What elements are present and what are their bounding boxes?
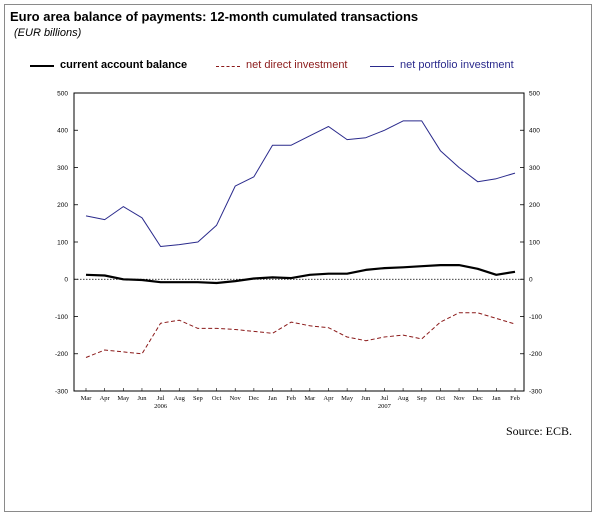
plot-area — [73, 92, 525, 392]
x-tick-label: Nov — [453, 395, 465, 402]
x-tick-label: Oct — [212, 395, 222, 402]
x-tick-label: Jul — [157, 395, 165, 402]
x-tick-label: Jan — [268, 395, 277, 402]
legend-swatch-direct-investment — [216, 66, 240, 67]
legend-swatch-current-account — [30, 65, 54, 67]
y-tick-label-left: -300 — [55, 388, 68, 395]
series-line-current-account — [85, 264, 516, 285]
x-tick-label: Jul — [381, 395, 389, 402]
legend-label-direct-investment: net direct investment — [246, 59, 348, 71]
x-tick-label: Apr — [100, 395, 111, 402]
series-lines — [85, 120, 516, 358]
y-tick-label-left: -200 — [55, 351, 68, 358]
x-year-label: 2006 — [154, 403, 168, 410]
y-tick-label-right: -300 — [529, 388, 542, 395]
x-tick-label: Aug — [397, 395, 409, 402]
y-tick-label-left: 300 — [57, 165, 68, 172]
x-tick-label: May — [341, 395, 354, 402]
x-tick-label: Nov — [230, 395, 242, 402]
x-tick-label: Aug — [174, 395, 186, 402]
legend-label-portfolio-investment: net portfolio investment — [400, 59, 514, 71]
y-tick-label-left: 400 — [57, 128, 68, 135]
y-axis-ticks: 500 500 400 400 300 300 200 200 100 100 0 0 -100 -100… — [55, 90, 542, 395]
chart-subtitle: (EUR billions) — [14, 27, 82, 39]
legend-label-current-account: current account balance — [60, 59, 188, 71]
x-tick-label: Sep — [193, 395, 203, 402]
y-tick-label-right: -100 — [529, 314, 542, 321]
y-tick-label-right: 300 — [529, 165, 540, 172]
y-tick-label-left: 500 — [57, 90, 68, 97]
x-tick-label: Jun — [361, 395, 371, 402]
chart-frame — [4, 4, 592, 512]
x-tick-label: Feb — [510, 395, 520, 402]
legend-swatch-portfolio-investment — [370, 66, 394, 67]
y-tick-label-right: -200 — [529, 351, 542, 358]
x-axis-ticks: Mar Apr May Jun Jul Aug Sep Oct Nov Dec Jan Feb Mar A… — [81, 388, 520, 410]
series-line-direct-investment — [85, 312, 516, 358]
x-tick-label: Sep — [417, 395, 427, 402]
x-tick-label: May — [117, 395, 130, 402]
series-line-portfolio-investment — [85, 120, 516, 247]
x-tick-label: Jun — [137, 395, 147, 402]
source-note: Source: ECB. — [506, 424, 572, 438]
y-tick-label-left: 200 — [57, 202, 68, 209]
x-tick-label: Dec — [472, 395, 483, 402]
chart-title: Euro area balance of payments: 12-month … — [10, 9, 419, 24]
y-tick-label-left: -100 — [55, 314, 68, 321]
x-year-label: 2007 — [378, 403, 392, 410]
y-tick-label-right: 100 — [529, 239, 540, 246]
x-tick-label: Jan — [492, 395, 501, 402]
x-tick-label: Mar — [304, 395, 316, 402]
x-tick-label: Apr — [323, 395, 334, 402]
y-tick-label-right: 200 — [529, 202, 540, 209]
x-tick-label: Mar — [81, 395, 93, 402]
y-tick-label-left: 0 — [64, 277, 68, 284]
x-tick-label: Dec — [249, 395, 260, 402]
x-tick-label: Feb — [286, 395, 296, 402]
x-tick-label: Oct — [436, 395, 446, 402]
y-tick-label-right: 400 — [529, 128, 540, 135]
y-tick-label-right: 500 — [529, 90, 540, 97]
y-tick-label-left: 100 — [57, 239, 68, 246]
y-tick-label-right: 0 — [529, 277, 533, 284]
